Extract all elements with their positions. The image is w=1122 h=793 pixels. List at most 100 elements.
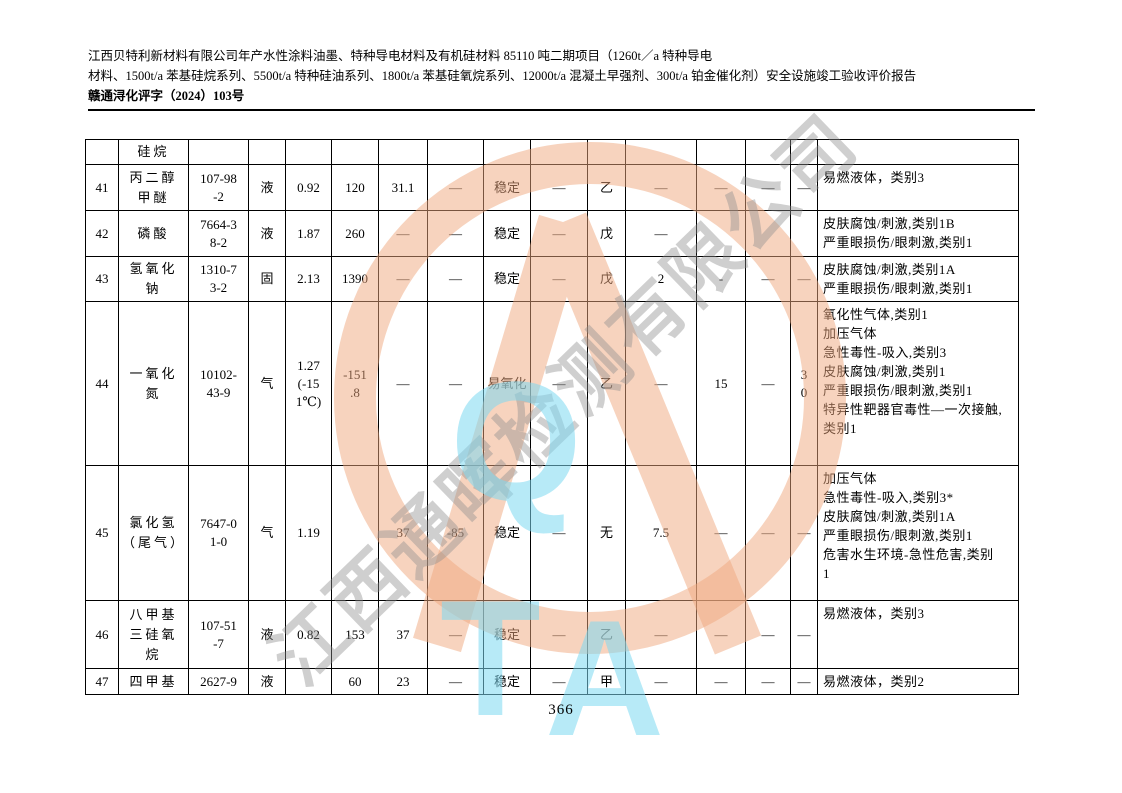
- table-cell: —: [530, 668, 588, 695]
- table-cell: 37: [378, 600, 428, 669]
- table-cell: -151 .8: [331, 301, 379, 466]
- table-row: 47 四甲基 2627-9 液 60 23— 稳定 — 甲 — — — — 易燃液体，类别2: [85, 668, 1019, 695]
- table-cell: 皮肤腐蚀/刺激,类别1B 严重眼损伤/眼刺激,类别1: [817, 210, 1019, 257]
- table-cell: [427, 139, 484, 165]
- table-cell: 易氧化: [483, 301, 531, 466]
- table-cell: 1390: [331, 256, 379, 302]
- table-cell: 43: [85, 256, 119, 302]
- table-cell: 硅烷: [118, 139, 189, 165]
- table-cell: 乙: [587, 301, 626, 466]
- table-cell: —: [790, 164, 818, 211]
- table-cell: 液: [248, 164, 286, 211]
- table-cell: —: [790, 668, 818, 695]
- table-cell: 0.92: [285, 164, 332, 211]
- table-cell: 153: [331, 600, 379, 669]
- table-cell: 44: [85, 301, 119, 466]
- table-cell: 45: [85, 465, 119, 601]
- table-cell: —: [625, 164, 697, 211]
- table-row: 45 氯化氢 （尾气） 7647-0 1-0 气 1.19 37 -85 稳定 — 无 7.5— — —…: [85, 465, 1019, 601]
- table-cell: —: [625, 210, 697, 257]
- table-cell: 氢氧化 钠: [118, 256, 189, 302]
- table-cell: 37: [378, 465, 428, 601]
- page-number: 366: [548, 702, 574, 718]
- page-footer: 366: [0, 702, 1122, 719]
- table-cell: [817, 139, 1019, 165]
- table-row: 硅烷: [85, 139, 1019, 165]
- table-cell: 稳定: [483, 164, 531, 211]
- table-row: 46 八甲基 三硅氧 烷 107-51 -7 液 0.82 153 37— 稳定 — 乙 — — — — 易…: [85, 600, 1019, 669]
- table-cell: [85, 139, 119, 165]
- table-cell: —: [625, 301, 697, 466]
- table-cell: 107-98 -2: [188, 164, 249, 211]
- table-cell: —: [696, 164, 746, 211]
- table-cell: 3 0: [790, 301, 818, 466]
- table-cell: 10102- 43-9: [188, 301, 249, 466]
- table-cell: —: [790, 256, 818, 302]
- table-cell: —: [530, 600, 588, 669]
- table-cell: [378, 139, 428, 165]
- table-cell: 乙: [587, 164, 626, 211]
- table-cell: [790, 139, 818, 165]
- table-cell: —: [427, 164, 484, 211]
- table-cell: —: [745, 301, 791, 466]
- table-cell: —: [530, 210, 588, 257]
- table-cell: 0.82: [285, 600, 332, 669]
- table-cell: —: [427, 668, 484, 695]
- table-cell: 7664-3 8-2: [188, 210, 249, 257]
- table-cell: —: [530, 256, 588, 302]
- table-cell: —: [427, 301, 484, 466]
- table-cell: [331, 139, 379, 165]
- table-cell: —: [745, 256, 791, 302]
- table-cell: —: [790, 600, 818, 669]
- table-cell: 易燃液体，类别3: [817, 600, 1019, 669]
- table-cell: 易燃液体，类别3: [817, 164, 1019, 211]
- table-cell: 1.19: [285, 465, 332, 601]
- table-cell: 1.87: [285, 210, 332, 257]
- table-cell: —: [625, 668, 697, 695]
- table-cell: —: [745, 668, 791, 695]
- table-cell: 易燃液体，类别2: [817, 668, 1019, 695]
- table-cell: [696, 139, 746, 165]
- table-cell: [696, 210, 746, 257]
- table-cell: 气: [248, 465, 286, 601]
- table-cell: 42: [85, 210, 119, 257]
- table-row: 41 丙二醇 甲醚 107-98 -2 液 0.92 120 31.1— 稳定 — 乙 — — — — 易燃…: [85, 164, 1019, 211]
- table-cell: 稳定: [483, 600, 531, 669]
- table-cell: 戊: [587, 256, 626, 302]
- table-row: 44 一氧化 氮 10102- 43-9 气 1.27 (-15 1℃) -151 .8—…: [85, 301, 1019, 466]
- table-cell: 2: [625, 256, 697, 302]
- table-cell: 41: [85, 164, 119, 211]
- table-cell: —: [378, 210, 428, 257]
- table-cell: [745, 139, 791, 165]
- table-cell: 稳定: [483, 668, 531, 695]
- table-cell: 2627-9: [188, 668, 249, 695]
- table-cell: 氯化氢 （尾气）: [118, 465, 189, 601]
- table-cell: 甲: [587, 668, 626, 695]
- table-cell: -85: [427, 465, 484, 601]
- table-cell: 1.27 (-15 1℃): [285, 301, 332, 466]
- table-cell: 乙: [587, 600, 626, 669]
- table-cell: 稳定: [483, 210, 531, 257]
- table-cell: [285, 668, 332, 695]
- table-cell: [483, 139, 531, 165]
- table-cell: 四甲基: [118, 668, 189, 695]
- table-cell: —: [530, 465, 588, 601]
- table-cell: 260: [331, 210, 379, 257]
- table-cell: —: [625, 600, 697, 669]
- table-cell: 60: [331, 668, 379, 695]
- table-cell: —: [745, 600, 791, 669]
- report-title-line1: 江西贝特利新材料有限公司年产水性涂料油墨、特种导电材料及有机硅材料 85110 …: [88, 49, 713, 63]
- table-cell: [248, 139, 286, 165]
- table-cell: 23: [378, 668, 428, 695]
- table-cell: 加压气体 急性毒性-吸入,类别3* 皮肤腐蚀/刺激,类别1A 严重眼损伤/眼刺激…: [817, 465, 1019, 601]
- table-cell: 31.1: [378, 164, 428, 211]
- table-cell: —: [790, 465, 818, 601]
- table-cell: 氧化性气体,类别1 加压气体 急性毒性-吸入,类别3 皮肤腐蚀/刺激,类别1 严…: [817, 301, 1019, 466]
- table-cell: [331, 465, 379, 601]
- table-cell: 液: [248, 210, 286, 257]
- table-cell: 戊: [587, 210, 626, 257]
- table-cell: 7647-0 1-0: [188, 465, 249, 601]
- substance-table: 硅烷 41 丙二醇 甲醚 107-98 -2 液 0.92 120 31.1— 稳定 — 乙 — — — —…: [85, 139, 1019, 695]
- table-cell: [530, 139, 588, 165]
